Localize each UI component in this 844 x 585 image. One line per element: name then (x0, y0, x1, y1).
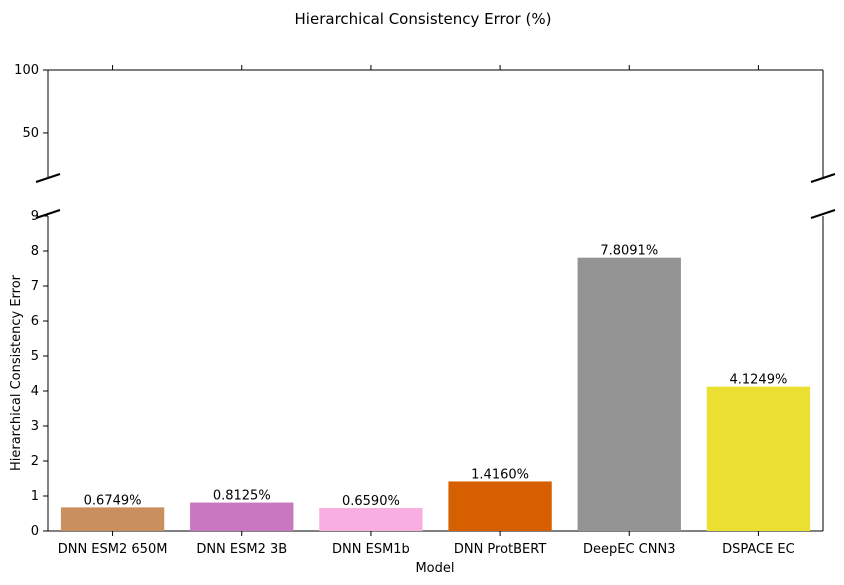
lower-y-tick-label: 8 (31, 244, 39, 259)
bar-value-label: 4.1249% (729, 373, 787, 388)
bar-value-label: 1.4160% (471, 467, 529, 482)
bar (190, 502, 294, 531)
bar-value-label: 0.6749% (84, 493, 142, 508)
bar (60, 507, 165, 531)
break-mark (810, 173, 836, 183)
x-tick-label: DeepEC CNN3 (583, 542, 675, 557)
bar (319, 507, 423, 531)
bar-value-label: 7.8091% (600, 244, 658, 259)
x-axis-label: Model (415, 561, 454, 576)
lower-y-tick-label: 2 (31, 454, 39, 469)
x-tick-label: DNN ESM2 650M (58, 542, 168, 557)
x-ticks: DNN ESM2 650M DNN ESM2 3B DNN ESM1b DNN Pro… (58, 65, 795, 557)
lower-y-tick-label: 9 (31, 209, 39, 224)
lower-y-tick-label: 0 (31, 524, 39, 539)
break-mark (810, 209, 836, 219)
lower-y-tick-label: 5 (31, 349, 39, 364)
x-tick-label: DSPACE EC (722, 542, 795, 557)
lower-y-tick-label: 4 (31, 384, 39, 399)
bar-value-label: 0.8125% (213, 489, 271, 504)
x-tick-label: DNN ProtBERT (454, 542, 547, 557)
bar (448, 481, 552, 531)
x-tick-label: DNN ESM1b (332, 542, 410, 557)
bar (577, 257, 681, 531)
upper-y-tick-label: 50 (22, 126, 39, 141)
chart-title: Hierarchical Consistency Error (%) (295, 10, 552, 28)
upper-y-tick-label: 100 (14, 63, 39, 78)
x-tick-label: DNN ESM2 3B (196, 542, 287, 557)
lower-y-tick-label: 7 (31, 279, 39, 294)
upper-axes: 50 100 (14, 63, 824, 177)
lower-axes: 0 1 2 3 4 5 6 7 8 9 (31, 209, 824, 539)
break-mark (35, 209, 61, 219)
bar (706, 386, 811, 531)
lower-y-tick-label: 1 (31, 489, 39, 504)
lower-y-tick-label: 6 (31, 314, 39, 329)
break-mark (35, 173, 61, 183)
y-axis-label: Hierarchical Consistency Error (9, 274, 24, 471)
lower-y-tick-label: 3 (31, 419, 39, 434)
axis-break-marks (35, 173, 836, 219)
bars: 0.6749% 0.8125% 0.6590% 1.4160% 7.8091% 4.124… (60, 244, 811, 531)
bar-value-label: 0.6590% (342, 494, 400, 509)
